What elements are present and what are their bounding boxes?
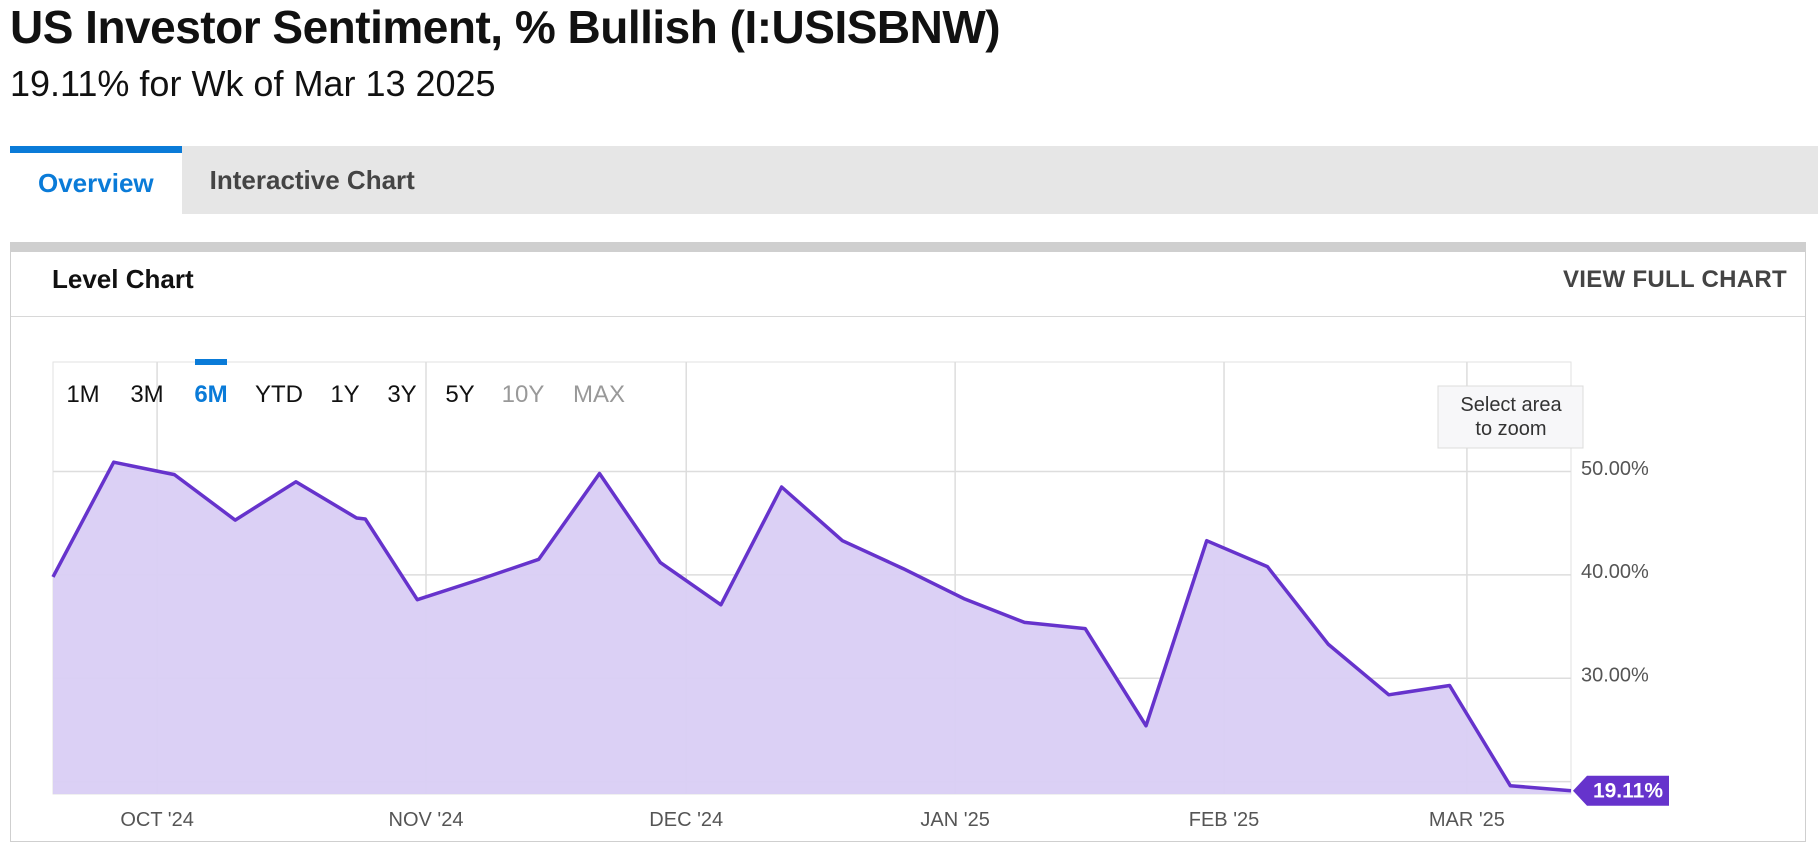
- y-tick-label: 40.00%: [1581, 561, 1649, 583]
- last-value-flag: [1573, 775, 1669, 806]
- tab-interactive-chart[interactable]: Interactive Chart: [209, 165, 415, 195]
- y-tick-label: 30.00%: [1581, 665, 1649, 687]
- x-tick-label: JAN '25: [920, 809, 989, 831]
- view-full-chart-link[interactable]: VIEW FULL CHART: [1562, 266, 1787, 293]
- zoom-hint-box: [1437, 385, 1584, 449]
- range-button-1m[interactable]: 1M: [66, 381, 99, 408]
- range-button-1y[interactable]: 1Y: [330, 381, 359, 408]
- range-button-ytd[interactable]: YTD: [255, 381, 303, 408]
- x-tick-label: OCT '24: [120, 809, 193, 831]
- panel-title: Level Chart: [52, 264, 194, 294]
- y-tick-label: 50.00%: [1581, 458, 1649, 480]
- x-tick-label: MAR '25: [1429, 809, 1505, 831]
- series-area: [53, 462, 1571, 794]
- level-chart-panel: Level Chart VIEW FULL CHART 50.00% 40.00%…: [10, 242, 1806, 842]
- panel-header: Level Chart VIEW FULL CHART: [11, 252, 1805, 317]
- range-button-3y[interactable]: 3Y: [387, 381, 416, 408]
- range-button-max: MAX: [573, 381, 625, 408]
- x-tick-label: NOV '24: [389, 809, 464, 831]
- tab-bar: Overview Interactive Chart: [10, 146, 1818, 214]
- range-button-5y[interactable]: 5Y: [445, 381, 474, 408]
- range-selected-indicator: [195, 359, 227, 365]
- page-title: US Investor Sentiment, % Bullish (I:USIS…: [10, 1, 1001, 53]
- last-value-label: 19.11%: [1593, 779, 1663, 802]
- zoom-hint-text: to zoom: [1475, 418, 1546, 440]
- range-button-3m[interactable]: 3M: [130, 381, 163, 408]
- x-tick-label: DEC '24: [649, 809, 723, 831]
- tab-overview[interactable]: Overview: [10, 146, 182, 214]
- range-button-10y: 10Y: [502, 381, 545, 408]
- page-subtitle: 19.11% for Wk of Mar 13 2025: [10, 63, 496, 104]
- x-tick-label: FEB '25: [1189, 809, 1260, 831]
- zoom-hint-text: Select area: [1460, 394, 1562, 416]
- range-button-6m[interactable]: 6M: [194, 381, 227, 408]
- level-chart[interactable]: 50.00% 40.00% 30.00% OCT '24 NOV '24 DEC '24 J…: [11, 252, 1805, 842]
